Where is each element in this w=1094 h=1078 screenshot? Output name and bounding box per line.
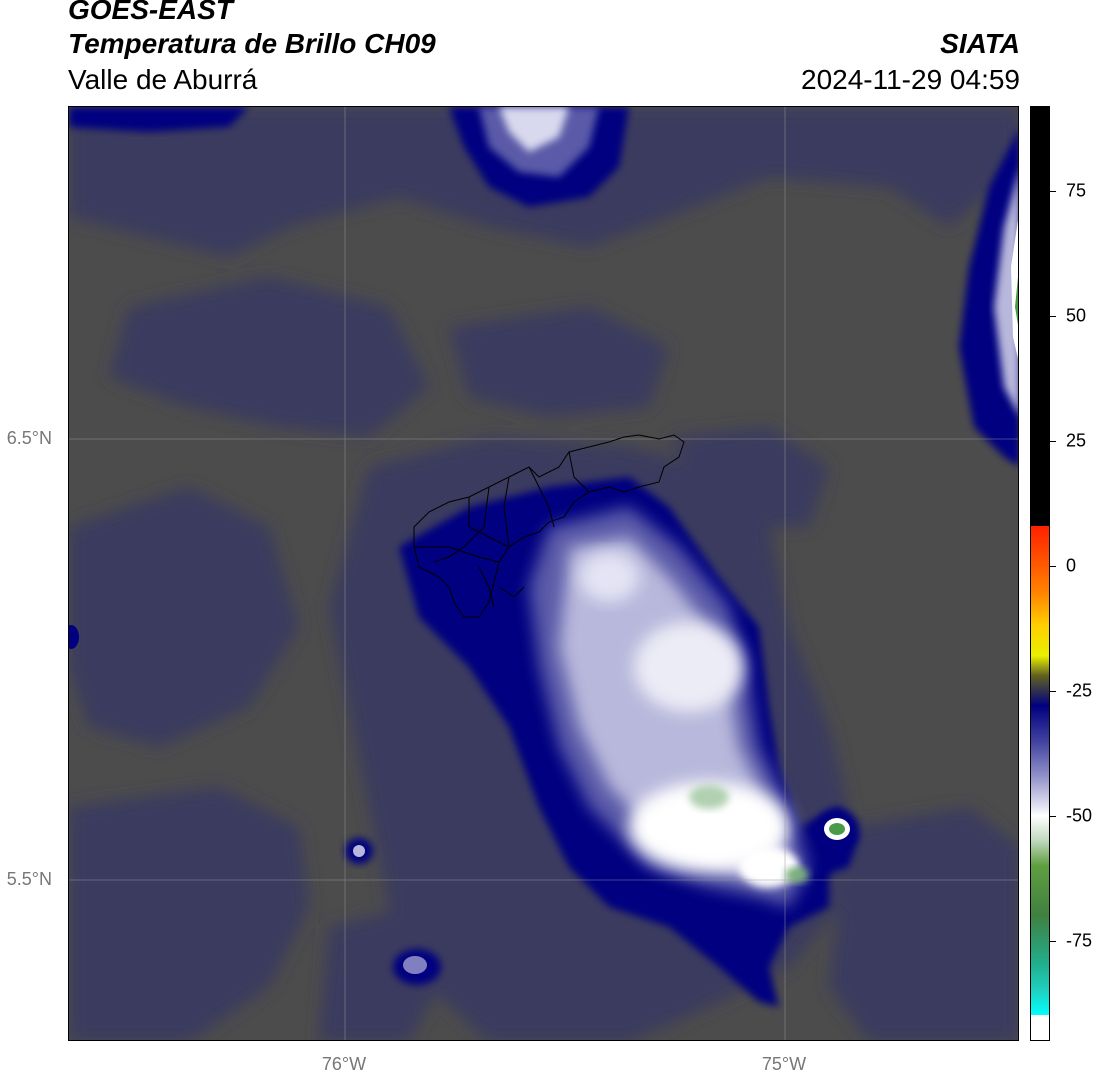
colorbar-tick-mark — [1050, 816, 1056, 817]
colorbar-tick-label: 25 — [1066, 430, 1087, 451]
map-title-satellite: GOES-EAST — [68, 0, 233, 25]
colorbar-tick-mark — [1050, 566, 1056, 567]
colorbar-tick-mark — [1050, 441, 1056, 442]
lon-label-75W: 75°W — [761, 1054, 807, 1074]
colorbar-tick-mark — [1050, 941, 1056, 942]
boundary-line — [498, 586, 525, 598]
satellite-imagery — [69, 107, 1018, 1040]
colorbar-tick-label: 50 — [1066, 305, 1087, 326]
lat-label-5-5N: 5.5°N — [6, 869, 52, 889]
lat-label-6-5N: 6.5°N — [6, 428, 52, 448]
colorbar-tick-mark — [1050, 191, 1056, 192]
boundary-line — [503, 476, 510, 548]
boundary-line — [478, 566, 495, 608]
colorbar — [1030, 106, 1050, 1041]
colorbar-tick-label: -75 — [1066, 930, 1093, 951]
satellite-map — [68, 106, 1019, 1041]
colorbar-tick-label: 0 — [1066, 555, 1077, 576]
boundary-line — [568, 451, 590, 493]
isolated-cells — [69, 625, 859, 985]
map-title-product: Temperatura de Brillo CH09 — [68, 28, 436, 59]
boundary-line — [433, 486, 490, 563]
storm-cell-core — [579, 552, 809, 887]
colorbar-tick-label: 75 — [1066, 180, 1087, 201]
boundary-line — [414, 546, 500, 563]
colorbar-tick-label: -25 — [1066, 680, 1093, 701]
graticule — [69, 107, 1018, 1040]
colorbar-tick-mark — [1050, 691, 1056, 692]
east-edge-cloud — [959, 130, 1018, 466]
boundary-line — [468, 497, 510, 548]
colorbar-tick-mark — [1050, 316, 1056, 317]
lon-label-76W: 76°W — [321, 1054, 367, 1074]
boundary-line — [528, 466, 555, 528]
organization-label: SIATA — [940, 28, 1020, 59]
colorbar-tick-label: -50 — [1066, 805, 1093, 826]
municipality-boundaries — [413, 434, 685, 618]
north-cloud — [69, 107, 629, 207]
map-subtitle-region: Valle de Aburrá — [68, 64, 258, 95]
timestamp-label: 2024-11-29 04:59 — [801, 64, 1020, 95]
